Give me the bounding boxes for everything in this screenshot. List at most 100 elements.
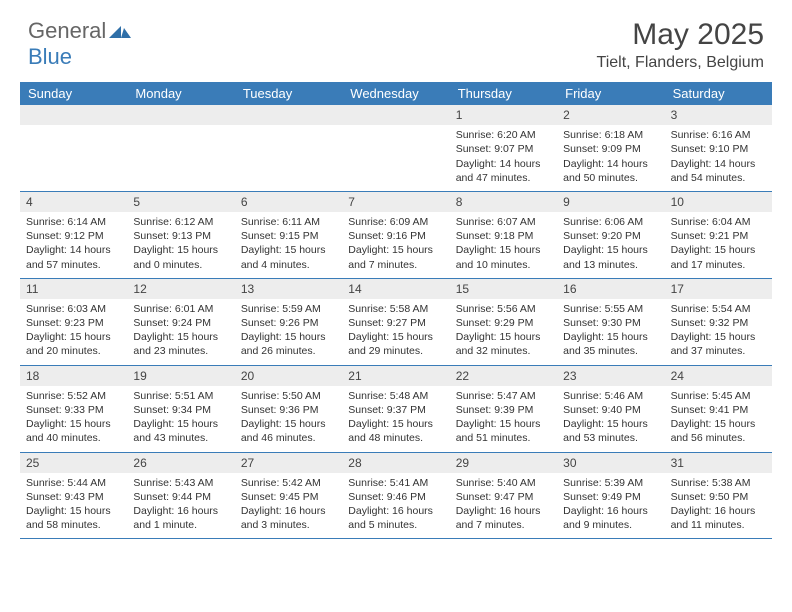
day-number [342, 105, 449, 125]
day-number: 29 [450, 453, 557, 473]
day-number: 6 [235, 192, 342, 212]
sunset: Sunset: 9:50 PM [671, 490, 766, 504]
sunrise: Sunrise: 5:59 AM [241, 302, 336, 316]
daylight: Daylight: 15 hours and 56 minutes. [671, 417, 766, 445]
day-body: Sunrise: 5:51 AMSunset: 9:34 PMDaylight:… [127, 386, 234, 452]
day-number: 24 [665, 366, 772, 386]
day-cell: 28Sunrise: 5:41 AMSunset: 9:46 PMDayligh… [342, 453, 449, 539]
week-row: 1Sunrise: 6:20 AMSunset: 9:07 PMDaylight… [20, 105, 772, 192]
sunset: Sunset: 9:40 PM [563, 403, 658, 417]
day-body: Sunrise: 6:01 AMSunset: 9:24 PMDaylight:… [127, 299, 234, 365]
weeks-container: 1Sunrise: 6:20 AMSunset: 9:07 PMDaylight… [20, 105, 772, 539]
sunrise: Sunrise: 6:07 AM [456, 215, 551, 229]
sunrise: Sunrise: 6:06 AM [563, 215, 658, 229]
day-cell: 2Sunrise: 6:18 AMSunset: 9:09 PMDaylight… [557, 105, 664, 191]
day-number: 26 [127, 453, 234, 473]
day-cell: 20Sunrise: 5:50 AMSunset: 9:36 PMDayligh… [235, 366, 342, 452]
day-body: Sunrise: 6:09 AMSunset: 9:16 PMDaylight:… [342, 212, 449, 278]
daylight: Daylight: 14 hours and 54 minutes. [671, 157, 766, 185]
sunset: Sunset: 9:16 PM [348, 229, 443, 243]
day-cell: 19Sunrise: 5:51 AMSunset: 9:34 PMDayligh… [127, 366, 234, 452]
day-cell: 15Sunrise: 5:56 AMSunset: 9:29 PMDayligh… [450, 279, 557, 365]
sunset: Sunset: 9:20 PM [563, 229, 658, 243]
day-body: Sunrise: 5:46 AMSunset: 9:40 PMDaylight:… [557, 386, 664, 452]
sunset: Sunset: 9:24 PM [133, 316, 228, 330]
sunset: Sunset: 9:09 PM [563, 142, 658, 156]
sunset: Sunset: 9:10 PM [671, 142, 766, 156]
day-body: Sunrise: 6:16 AMSunset: 9:10 PMDaylight:… [665, 125, 772, 191]
header: General May 2025 Tielt, Flanders, Belgiu… [0, 0, 792, 82]
sunrise: Sunrise: 6:01 AM [133, 302, 228, 316]
day-body: Sunrise: 5:41 AMSunset: 9:46 PMDaylight:… [342, 473, 449, 539]
dayhead-mon: Monday [127, 82, 234, 105]
day-number: 14 [342, 279, 449, 299]
sunrise: Sunrise: 5:50 AM [241, 389, 336, 403]
sunset: Sunset: 9:13 PM [133, 229, 228, 243]
sunset: Sunset: 9:18 PM [456, 229, 551, 243]
day-body: Sunrise: 5:48 AMSunset: 9:37 PMDaylight:… [342, 386, 449, 452]
day-body: Sunrise: 6:07 AMSunset: 9:18 PMDaylight:… [450, 212, 557, 278]
sunset: Sunset: 9:43 PM [26, 490, 121, 504]
daylight: Daylight: 15 hours and 43 minutes. [133, 417, 228, 445]
day-number: 1 [450, 105, 557, 125]
day-body: Sunrise: 5:39 AMSunset: 9:49 PMDaylight:… [557, 473, 664, 539]
logo-text-1: General [28, 18, 106, 44]
day-body: Sunrise: 6:03 AMSunset: 9:23 PMDaylight:… [20, 299, 127, 365]
daylight: Daylight: 14 hours and 57 minutes. [26, 243, 121, 271]
sunset: Sunset: 9:49 PM [563, 490, 658, 504]
daylight: Daylight: 16 hours and 7 minutes. [456, 504, 551, 532]
daylight: Daylight: 15 hours and 20 minutes. [26, 330, 121, 358]
month-title: May 2025 [597, 18, 764, 52]
sunrise: Sunrise: 5:55 AM [563, 302, 658, 316]
day-cell: 29Sunrise: 5:40 AMSunset: 9:47 PMDayligh… [450, 453, 557, 539]
day-cell: 11Sunrise: 6:03 AMSunset: 9:23 PMDayligh… [20, 279, 127, 365]
day-body: Sunrise: 5:52 AMSunset: 9:33 PMDaylight:… [20, 386, 127, 452]
sunset: Sunset: 9:23 PM [26, 316, 121, 330]
day-number: 31 [665, 453, 772, 473]
day-body: Sunrise: 5:42 AMSunset: 9:45 PMDaylight:… [235, 473, 342, 539]
daylight: Daylight: 15 hours and 40 minutes. [26, 417, 121, 445]
daylight: Daylight: 14 hours and 50 minutes. [563, 157, 658, 185]
sunrise: Sunrise: 5:44 AM [26, 476, 121, 490]
logo-icon [109, 18, 131, 44]
sunset: Sunset: 9:39 PM [456, 403, 551, 417]
daylight: Daylight: 15 hours and 7 minutes. [348, 243, 443, 271]
day-body: Sunrise: 6:04 AMSunset: 9:21 PMDaylight:… [665, 212, 772, 278]
day-body: Sunrise: 5:58 AMSunset: 9:27 PMDaylight:… [342, 299, 449, 365]
day-number: 9 [557, 192, 664, 212]
sunrise: Sunrise: 6:03 AM [26, 302, 121, 316]
sunrise: Sunrise: 5:46 AM [563, 389, 658, 403]
day-cell: 9Sunrise: 6:06 AMSunset: 9:20 PMDaylight… [557, 192, 664, 278]
sunrise: Sunrise: 5:45 AM [671, 389, 766, 403]
sunset: Sunset: 9:45 PM [241, 490, 336, 504]
sunrise: Sunrise: 5:54 AM [671, 302, 766, 316]
daylight: Daylight: 15 hours and 58 minutes. [26, 504, 121, 532]
sunrise: Sunrise: 5:41 AM [348, 476, 443, 490]
logo: General [28, 18, 131, 44]
daylight: Daylight: 15 hours and 23 minutes. [133, 330, 228, 358]
day-number: 8 [450, 192, 557, 212]
daylight: Daylight: 15 hours and 29 minutes. [348, 330, 443, 358]
daylight: Daylight: 16 hours and 5 minutes. [348, 504, 443, 532]
day-cell: 5Sunrise: 6:12 AMSunset: 9:13 PMDaylight… [127, 192, 234, 278]
dayhead-tue: Tuesday [235, 82, 342, 105]
dayhead-thu: Thursday [450, 82, 557, 105]
day-number: 23 [557, 366, 664, 386]
week-row: 4Sunrise: 6:14 AMSunset: 9:12 PMDaylight… [20, 192, 772, 279]
day-body: Sunrise: 6:06 AMSunset: 9:20 PMDaylight:… [557, 212, 664, 278]
sunset: Sunset: 9:32 PM [671, 316, 766, 330]
day-cell: 22Sunrise: 5:47 AMSunset: 9:39 PMDayligh… [450, 366, 557, 452]
week-row: 18Sunrise: 5:52 AMSunset: 9:33 PMDayligh… [20, 366, 772, 453]
sunset: Sunset: 9:15 PM [241, 229, 336, 243]
day-cell: 4Sunrise: 6:14 AMSunset: 9:12 PMDaylight… [20, 192, 127, 278]
daylight: Daylight: 16 hours and 1 minute. [133, 504, 228, 532]
daylight: Daylight: 16 hours and 11 minutes. [671, 504, 766, 532]
week-row: 25Sunrise: 5:44 AMSunset: 9:43 PMDayligh… [20, 453, 772, 540]
daylight: Daylight: 16 hours and 9 minutes. [563, 504, 658, 532]
day-body: Sunrise: 5:44 AMSunset: 9:43 PMDaylight:… [20, 473, 127, 539]
day-cell [342, 105, 449, 191]
day-number: 13 [235, 279, 342, 299]
sunset: Sunset: 9:46 PM [348, 490, 443, 504]
daylight: Daylight: 15 hours and 0 minutes. [133, 243, 228, 271]
sunset: Sunset: 9:41 PM [671, 403, 766, 417]
